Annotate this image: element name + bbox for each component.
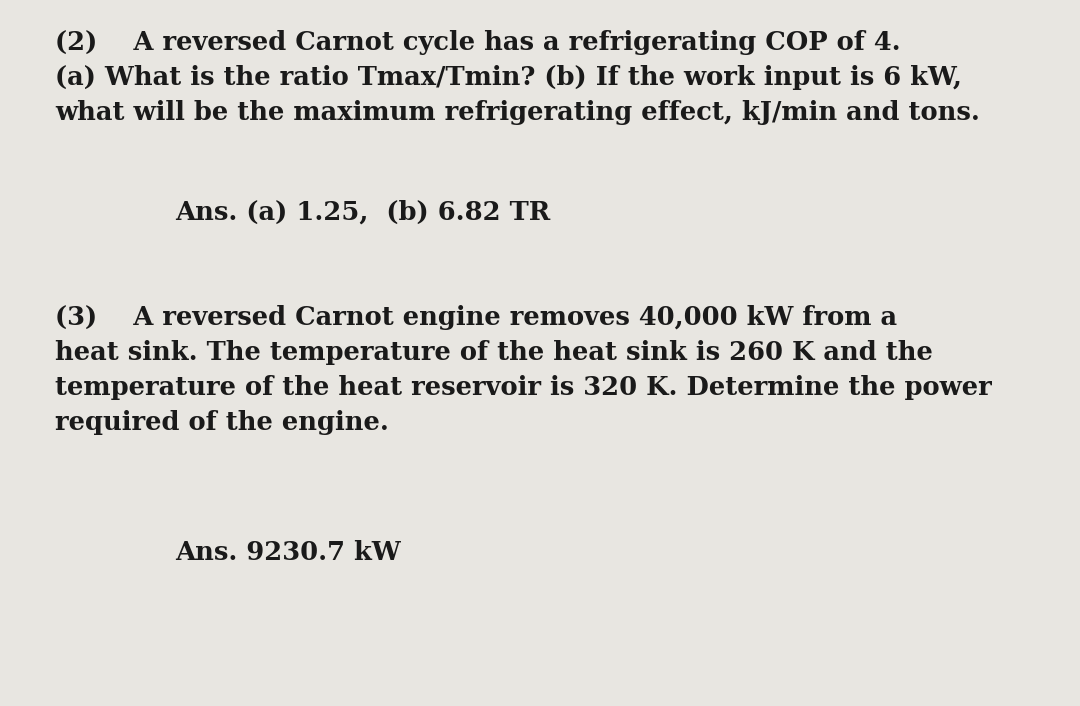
Text: (2)    A reversed Carnot cycle has a refrigerating COP of 4.
(a) What is the rat: (2) A reversed Carnot cycle has a refrig… bbox=[55, 30, 980, 125]
Text: Ans. 9230.7 kW: Ans. 9230.7 kW bbox=[175, 540, 401, 565]
Text: (3)    A reversed Carnot engine removes 40,000 kW from a
heat sink. The temperat: (3) A reversed Carnot engine removes 40,… bbox=[55, 305, 991, 435]
Text: Ans. (a) 1.25,  (b) 6.82 TR: Ans. (a) 1.25, (b) 6.82 TR bbox=[175, 200, 550, 225]
